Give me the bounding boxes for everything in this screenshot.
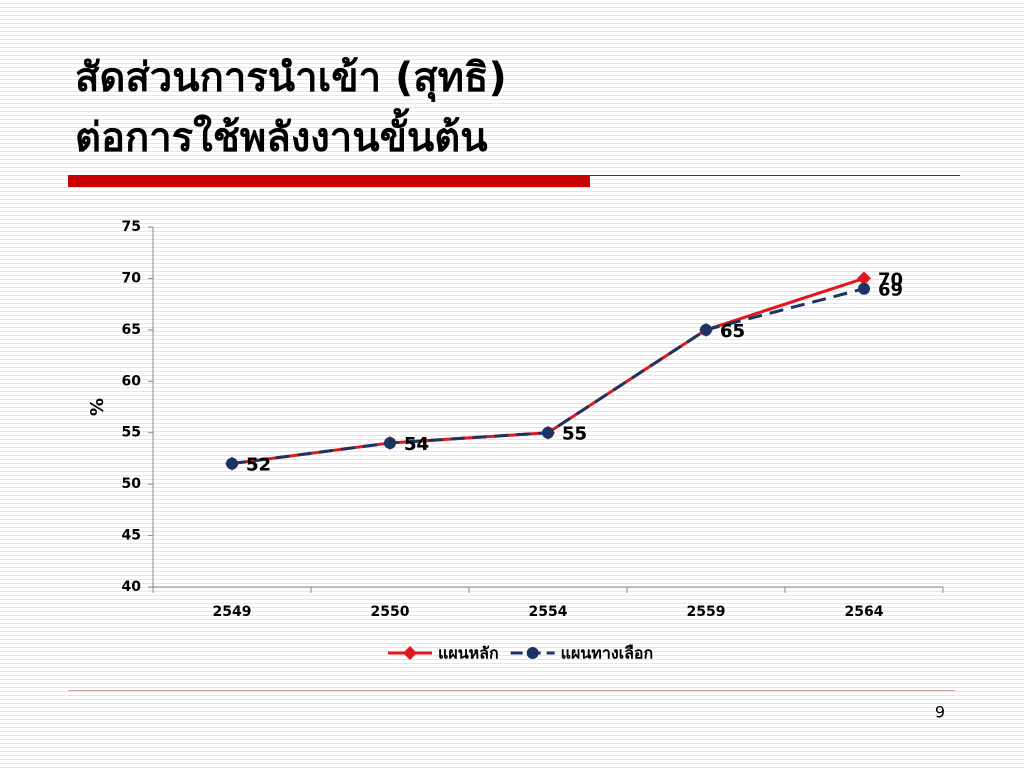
data-point xyxy=(384,437,396,449)
legend-marker xyxy=(403,646,417,660)
x-tick-label: 2554 xyxy=(529,604,568,620)
y-axis-label: % xyxy=(87,398,108,416)
data-label: 65 xyxy=(720,321,745,342)
y-tick-label: 65 xyxy=(122,322,141,338)
slide-title: ต่อการใช้พลังงานขั้นต้น xyxy=(75,115,488,161)
legend-label: แผนหลัก xyxy=(438,644,499,663)
data-label: 70 xyxy=(878,269,903,290)
title-bar xyxy=(68,175,590,187)
data-label: 52 xyxy=(246,455,271,476)
data-label: 54 xyxy=(404,434,429,455)
data-point xyxy=(700,323,712,336)
data-point xyxy=(858,282,870,295)
y-tick-label: 45 xyxy=(122,528,141,544)
data-point xyxy=(226,457,238,470)
y-tick-label: 55 xyxy=(122,425,141,441)
x-tick-label: 2559 xyxy=(687,604,726,620)
y-tick-label: 50 xyxy=(122,476,142,492)
page-number: 9 xyxy=(935,703,945,722)
data-label: 65 xyxy=(720,321,745,342)
y-tick-label: 60 xyxy=(122,373,142,389)
data-point xyxy=(542,426,554,439)
y-tick-label: 75 xyxy=(122,219,141,235)
data-label: 55 xyxy=(562,424,587,445)
data-label: 52 xyxy=(246,455,271,476)
x-tick-label: 2550 xyxy=(371,604,410,620)
data-label: 69 xyxy=(878,280,903,301)
legend-marker xyxy=(526,647,539,659)
y-tick-label: 70 xyxy=(122,270,142,286)
x-tick-label: 2549 xyxy=(213,604,252,620)
legend-label: แผนทางเลือก xyxy=(561,644,654,663)
x-tick-label: 2564 xyxy=(845,604,884,620)
slide-title: สัดส่วนการนำเข้า (สุทธิ) xyxy=(75,55,507,101)
data-label: 55 xyxy=(562,424,587,445)
data-label: 54 xyxy=(404,434,429,455)
y-tick-label: 40 xyxy=(122,579,142,595)
data-point xyxy=(857,271,871,286)
